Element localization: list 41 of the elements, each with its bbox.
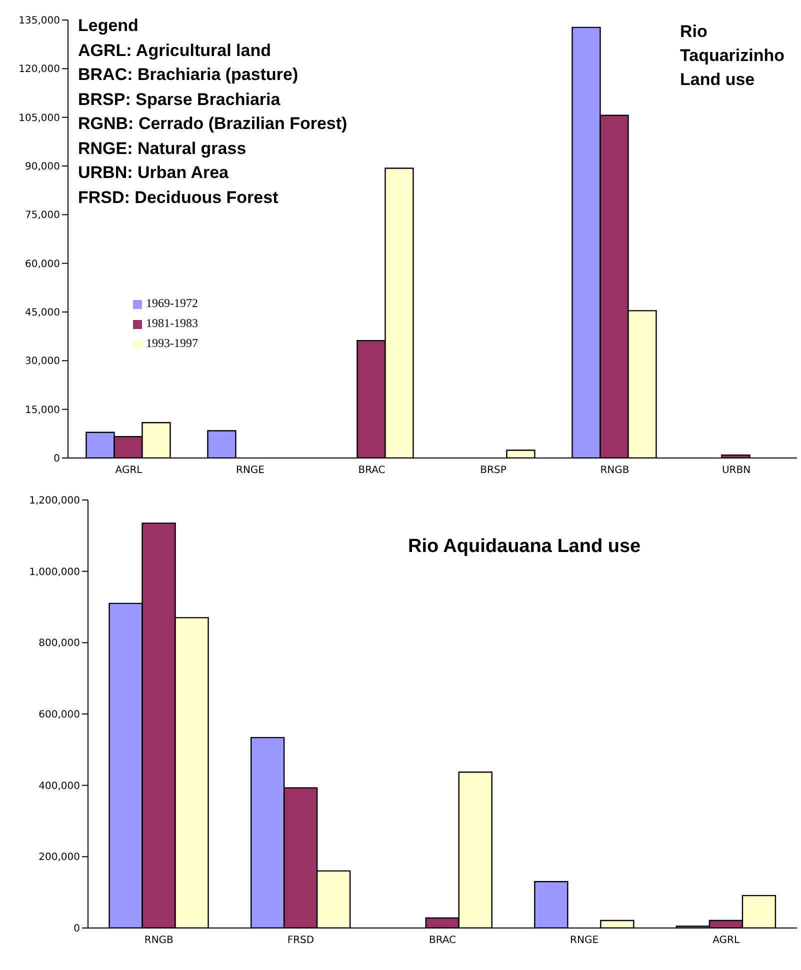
annotation: BRSP: Sparse Brachiaria — [78, 88, 282, 110]
x-tick-label: URBN — [722, 465, 751, 476]
y-tick-label: 45,000 — [25, 308, 60, 319]
y-tick-label: 200,000 — [38, 852, 80, 864]
y-tick-label: 135,000 — [18, 16, 60, 27]
y-tick-label: 105,000 — [18, 112, 60, 124]
x-tick-label: AGRL — [712, 935, 740, 946]
legend-label: 1981-1983 — [146, 316, 198, 330]
text: Rio Aquidauana Land use — [408, 536, 641, 558]
x-tick-label: RNGE — [570, 935, 599, 946]
x-tick-label: BRAC — [358, 465, 386, 476]
annotation: AGRL: Agricultural land — [78, 40, 272, 62]
annotation: BRAC: Brachiaria (pasture) — [78, 64, 300, 86]
x-tick-label: RNGB — [144, 935, 174, 946]
annotation: FRSD: Deciduous Forest — [78, 186, 280, 208]
legend-label: 1993-1997 — [146, 336, 198, 350]
y-tick-label: 30,000 — [25, 356, 60, 368]
y-tick-label: 60,000 — [25, 258, 60, 270]
y-tick-label: 90,000 — [25, 162, 60, 173]
y-tick-label: 1,000,000 — [29, 566, 80, 578]
annotation: RGNB: Cerrado (Brazilian Forest) — [78, 113, 348, 135]
y-tick-label: 75,000 — [25, 210, 60, 222]
y-tick-label: 600,000 — [38, 710, 80, 721]
annotation: RNGE: Natural grass — [78, 138, 248, 160]
x-tick-label: FRSD — [287, 935, 314, 946]
annotation: URBN: Urban Area — [78, 162, 230, 184]
y-tick-label: 400,000 — [38, 780, 80, 792]
x-tick-label: BRAC — [428, 935, 456, 946]
y-tick-label: 0 — [74, 924, 80, 935]
x-tick-label: BRSP — [480, 465, 506, 476]
y-tick-label: 15,000 — [25, 404, 60, 416]
legend-label: 1969-1972 — [146, 296, 198, 310]
text: Rio Taquarizinho Land use — [680, 21, 786, 91]
y-tick-label: 0 — [54, 454, 60, 465]
y-tick-label: 120,000 — [18, 64, 60, 76]
x-tick-label: RNGE — [236, 465, 264, 476]
annotation: Legend — [78, 15, 140, 37]
x-tick-label: RNGB — [600, 465, 630, 476]
y-tick-label: 800,000 — [38, 638, 80, 650]
y-tick-label: 1,200,000 — [29, 496, 80, 507]
x-tick-label: AGRL — [115, 465, 143, 476]
